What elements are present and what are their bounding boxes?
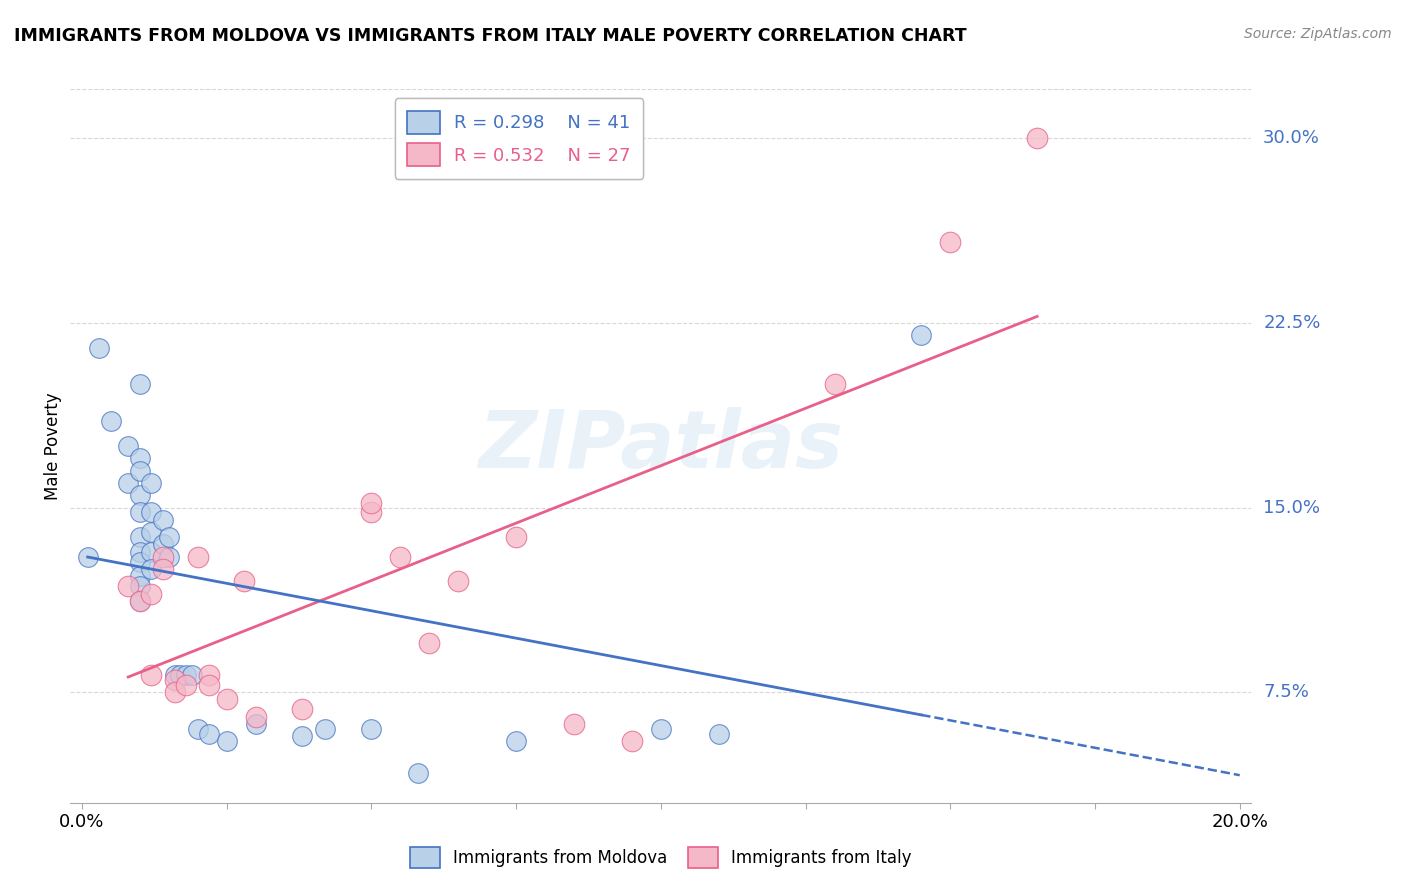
Point — [406, 766, 429, 780]
Point — [824, 377, 846, 392]
Text: ZIPatlas: ZIPatlas — [478, 407, 844, 485]
Point — [174, 678, 197, 692]
Point — [215, 692, 238, 706]
Point — [447, 574, 470, 589]
Point — [128, 505, 150, 519]
Text: 15.0%: 15.0% — [1263, 499, 1320, 516]
Legend: Immigrants from Moldova, Immigrants from Italy: Immigrants from Moldova, Immigrants from… — [404, 840, 918, 875]
Point — [128, 579, 150, 593]
Point — [1026, 131, 1049, 145]
Point — [141, 475, 163, 490]
Point — [152, 562, 174, 576]
Point — [198, 678, 221, 692]
Point — [128, 377, 150, 392]
Point — [141, 505, 163, 519]
Point — [128, 530, 150, 544]
Point — [76, 549, 98, 564]
Point — [360, 722, 382, 736]
Point — [360, 505, 382, 519]
Point — [128, 594, 150, 608]
Point — [198, 668, 221, 682]
Text: 7.5%: 7.5% — [1263, 683, 1309, 701]
Point — [117, 439, 139, 453]
Point — [128, 569, 150, 583]
Point — [128, 555, 150, 569]
Point — [187, 549, 209, 564]
Point — [245, 717, 267, 731]
Point — [291, 702, 314, 716]
Point — [163, 673, 186, 687]
Point — [389, 549, 412, 564]
Point — [157, 549, 180, 564]
Point — [169, 668, 191, 682]
Point — [562, 717, 585, 731]
Point — [163, 685, 186, 699]
Point — [141, 562, 163, 576]
Point — [152, 537, 174, 551]
Point — [141, 668, 163, 682]
Point — [117, 579, 139, 593]
Point — [198, 727, 221, 741]
Point — [128, 451, 150, 466]
Point — [939, 235, 962, 249]
Point — [163, 668, 186, 682]
Point — [910, 328, 932, 343]
Point — [620, 734, 643, 748]
Point — [360, 495, 382, 509]
Point — [152, 513, 174, 527]
Point — [215, 734, 238, 748]
Point — [128, 464, 150, 478]
Point — [187, 722, 209, 736]
Y-axis label: Male Poverty: Male Poverty — [44, 392, 62, 500]
Point — [141, 525, 163, 540]
Point — [128, 594, 150, 608]
Point — [650, 722, 672, 736]
Point — [100, 414, 122, 428]
Text: Source: ZipAtlas.com: Source: ZipAtlas.com — [1244, 27, 1392, 41]
Point — [180, 668, 202, 682]
Point — [233, 574, 256, 589]
Point — [505, 734, 527, 748]
Point — [174, 668, 197, 682]
Point — [157, 530, 180, 544]
Point — [152, 549, 174, 564]
Text: IMMIGRANTS FROM MOLDOVA VS IMMIGRANTS FROM ITALY MALE POVERTY CORRELATION CHART: IMMIGRANTS FROM MOLDOVA VS IMMIGRANTS FR… — [14, 27, 967, 45]
Point — [117, 475, 139, 490]
Point — [141, 545, 163, 559]
Point — [418, 636, 440, 650]
Point — [141, 587, 163, 601]
Text: 30.0%: 30.0% — [1263, 129, 1320, 147]
Point — [291, 730, 314, 744]
Point — [128, 545, 150, 559]
Point — [707, 727, 730, 741]
Point — [128, 488, 150, 502]
Point — [89, 341, 111, 355]
Legend: R = 0.298    N = 41, R = 0.532    N = 27: R = 0.298 N = 41, R = 0.532 N = 27 — [395, 98, 644, 179]
Point — [245, 709, 267, 723]
Text: 22.5%: 22.5% — [1263, 314, 1320, 332]
Point — [505, 530, 527, 544]
Point — [314, 722, 336, 736]
